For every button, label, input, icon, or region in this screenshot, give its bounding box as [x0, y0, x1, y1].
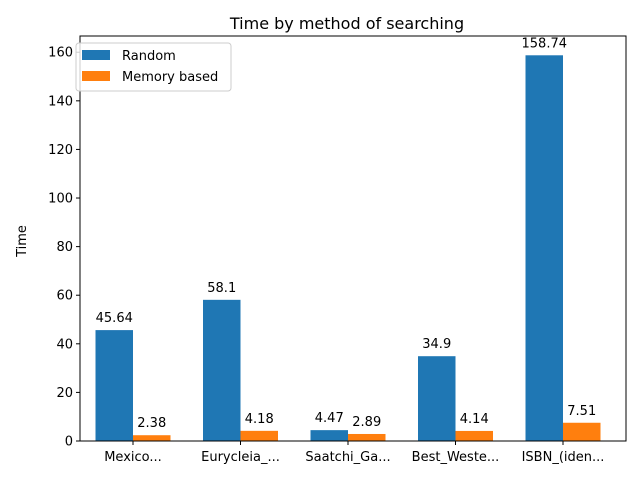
legend-swatch-memory-based [82, 71, 110, 81]
x-tick-label-4: ISBN_(iden... [522, 450, 605, 465]
data-label-memory-based-3: 4.14 [460, 412, 489, 427]
data-label-memory-based-0: 2.38 [137, 416, 166, 431]
bar-memory-based-2 [348, 434, 386, 441]
data-label-memory-based-2: 2.89 [352, 415, 381, 430]
data-label-random-3: 34.9 [422, 337, 451, 352]
data-labels-group: 45.64 58.1 4.47 34.9 158.74 2.38 4.18 2.89 4.14 7… [96, 36, 597, 431]
bar-memory-based-0 [133, 435, 171, 441]
x-axis-ticks: Mexico... Eurycleia_... Saatchi_Ga... Best_… [104, 441, 604, 465]
y-tick-label-8: 160 [48, 46, 73, 61]
x-tick-label-1: Eurycleia_... [201, 450, 280, 465]
legend-label-random: Random [122, 49, 176, 64]
bar-memory-based-1 [241, 431, 279, 441]
data-label-random-4: 158.74 [522, 36, 568, 51]
data-label-memory-based-4: 7.51 [567, 404, 596, 419]
y-tick-label-0: 0 [65, 435, 73, 450]
y-tick-label-4: 80 [56, 240, 73, 255]
x-tick-label-3: Best_Weste... [412, 450, 500, 465]
y-tick-label-3: 60 [56, 289, 73, 304]
data-label-random-1: 58.1 [207, 281, 236, 296]
bars-group [96, 55, 601, 441]
bar-random-1 [203, 300, 241, 441]
legend: Random Memory based [76, 43, 231, 91]
chart-title: Time by method of searching [229, 14, 464, 33]
legend-label-memory-based: Memory based [122, 70, 218, 85]
y-axis-label: Time [15, 225, 30, 258]
bar-random-0 [96, 330, 134, 441]
y-tick-label-6: 120 [48, 143, 73, 158]
data-label-random-2: 4.47 [315, 411, 344, 426]
x-tick-label-2: Saatchi_Ga... [305, 450, 390, 465]
y-axis-ticks: 0 20 40 60 80 100 120 140 160 [48, 46, 80, 450]
bar-random-4 [526, 55, 564, 441]
data-label-memory-based-1: 4.18 [245, 412, 274, 427]
bar-random-3 [418, 356, 456, 441]
y-tick-label-7: 140 [48, 94, 73, 109]
y-tick-label-2: 40 [56, 337, 73, 352]
data-label-random-0: 45.64 [96, 311, 133, 326]
bar-memory-based-3 [456, 431, 494, 441]
legend-swatch-random [82, 50, 110, 60]
x-tick-label-0: Mexico... [104, 450, 162, 465]
y-tick-label-1: 20 [56, 386, 73, 401]
bar-random-2 [311, 430, 349, 441]
bar-memory-based-4 [563, 423, 601, 441]
y-tick-label-5: 100 [48, 192, 73, 207]
